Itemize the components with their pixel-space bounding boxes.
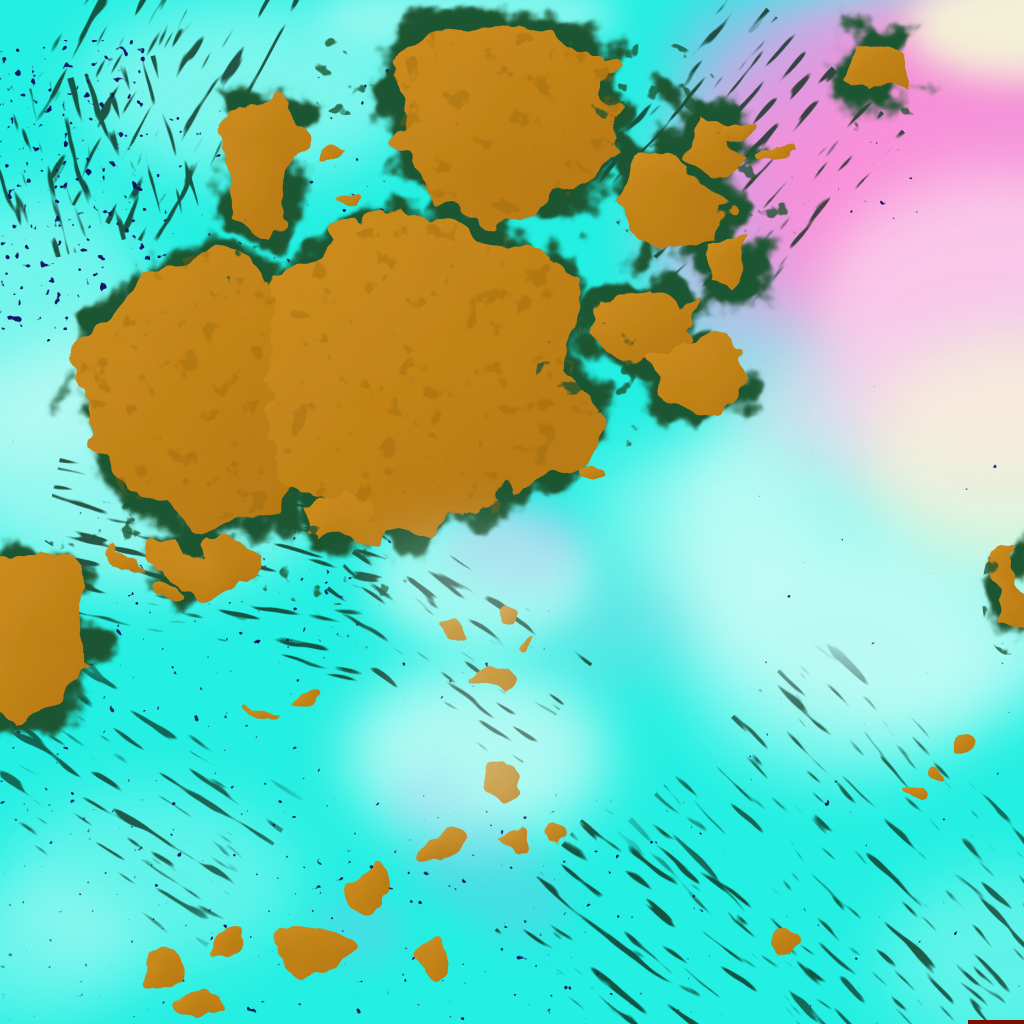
haze-wash (370, 530, 590, 650)
cloud-fragment (211, 929, 253, 955)
edge-clump (715, 160, 805, 270)
cloud-fragment (408, 935, 460, 981)
cloud-fragment (891, 792, 921, 812)
cloud-fragment (287, 692, 317, 704)
edge-clump (845, 90, 935, 140)
speckle-patch (0, 40, 150, 330)
cloud-fragment (142, 574, 168, 590)
edge-clump (222, 215, 278, 295)
speckle-patch (560, 600, 720, 740)
cloud-fragment (348, 207, 364, 217)
cloud-fragment (761, 148, 785, 162)
cloud-fragment (492, 825, 524, 847)
cloud-fragment (552, 830, 580, 848)
cloud-mottle-texture (78, 22, 628, 528)
mottle-shape (78, 248, 322, 522)
haze-wash (350, 670, 590, 830)
mottle-shape (266, 222, 595, 528)
northeast-olive-blob (845, 38, 908, 106)
edge-clump (305, 35, 385, 115)
cloud-fragment (777, 930, 813, 954)
speckle-patch (838, 140, 918, 235)
edge-clump (35, 495, 155, 555)
edge-clump (535, 295, 665, 485)
cloud-fragment (177, 993, 225, 1017)
cream-corner-haze (906, 0, 1024, 80)
cloud-fragment (252, 696, 274, 706)
foreground-haze-wash (350, 530, 590, 830)
cloud-fragment (346, 866, 402, 898)
edge-clump (585, 40, 725, 200)
red-accent-dots (0, 600, 560, 960)
cloud-fragment (929, 763, 949, 777)
west-edge-cloud (0, 552, 88, 726)
cloud-fragment (284, 931, 344, 973)
east-cloud-fragment (662, 342, 745, 412)
cloud-lump (148, 528, 258, 584)
cloud-fragment (966, 720, 990, 752)
cloud-fragment (322, 146, 342, 158)
cloud-fragment (106, 556, 138, 576)
cloud-fragment (728, 119, 760, 137)
speckle-patch (700, 380, 1020, 720)
cloud-fragment (136, 949, 196, 987)
edge-clump (982, 535, 1024, 655)
mottle-shape (383, 22, 628, 215)
cloud-fragment (422, 828, 464, 856)
northwest-cloud-blob (222, 92, 305, 232)
edge-artifact-line (968, 1020, 1024, 1024)
